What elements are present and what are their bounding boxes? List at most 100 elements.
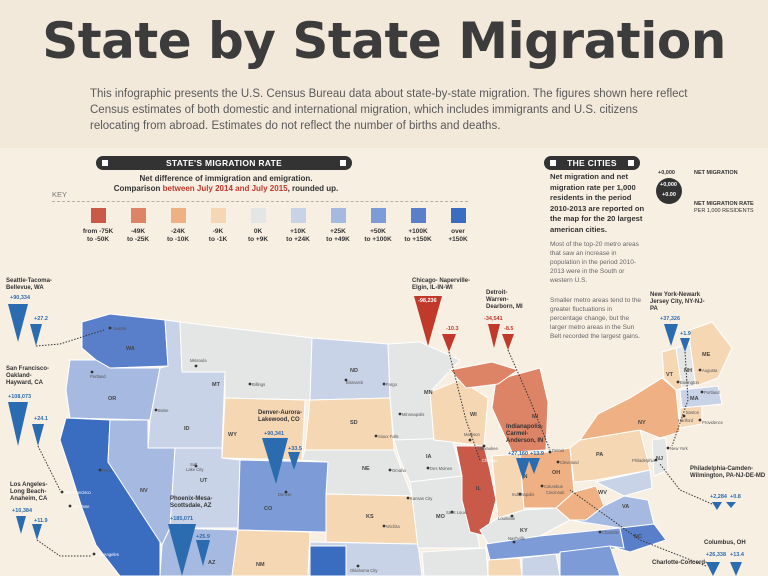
svg-text:Providence: Providence xyxy=(702,420,724,425)
svg-text:ID: ID xyxy=(184,426,190,432)
migration-rate-subtitle: Net difference of immigration and emigra… xyxy=(96,174,356,194)
svg-text:PA: PA xyxy=(596,452,603,458)
key-swatch-label: +100K to +150K xyxy=(404,228,432,243)
metro-detroit-net: -34,541 xyxy=(484,316,503,322)
svg-text:NE: NE xyxy=(362,466,370,472)
svg-text:Nashville: Nashville xyxy=(508,536,526,541)
svg-text:Billings: Billings xyxy=(252,382,265,387)
metro-denver-rate: +33.5 xyxy=(288,446,302,452)
svg-text:NH: NH xyxy=(684,368,692,374)
key-swatch xyxy=(171,208,186,223)
metro-denver-name: Denver-Aurora-Lakewood, CO xyxy=(258,410,303,423)
metro-philadelphia-name: Philadelphia-Camden-Wilmington, PA-NJ-DE… xyxy=(690,466,766,479)
state-nj xyxy=(651,437,669,477)
migration-rate-heading: STATE'S MIGRATION RATE xyxy=(96,156,352,170)
metro-columbus-net: +26,338 xyxy=(706,552,727,558)
svg-text:Columbus: Columbus xyxy=(544,484,563,489)
cities-paragraph-1: Most of the top-20 metro areas that saw … xyxy=(550,241,639,284)
state-or xyxy=(65,359,161,421)
svg-text:Sioux Falls: Sioux Falls xyxy=(378,434,398,439)
metro-detroit-name: Detroit-Warren-Dearborn, MI xyxy=(486,290,523,310)
svg-text:NY: NY xyxy=(638,420,646,426)
svg-text:UT: UT xyxy=(200,478,208,484)
svg-text:Milwaukee: Milwaukee xyxy=(478,446,498,451)
rate-sub2-period: between July 2014 and July 2015 xyxy=(162,184,288,193)
metro-indianapolis-name: Indianapolis-Carmel-Anderson, IN xyxy=(506,424,544,444)
metro-la-net: +10,384 xyxy=(12,508,33,514)
key-swatch xyxy=(131,208,146,223)
svg-text:OR: OR xyxy=(108,396,116,402)
metro-sf-net: +108,073 xyxy=(8,394,32,400)
legend-rate-label-2: PER 1,000 RESIDENTS xyxy=(694,208,754,214)
metro-la-name: Los Angeles-Long Beach-Anaheim, CA xyxy=(10,482,48,502)
svg-text:Des Moines: Des Moines xyxy=(430,466,452,471)
key-swatch xyxy=(371,208,386,223)
key-divider xyxy=(52,201,468,202)
metro-phoenix-rate: +25.9 xyxy=(196,534,210,540)
state-ar xyxy=(421,547,489,576)
svg-text:WI: WI xyxy=(470,412,477,418)
key-swatch-label: -9K to -1K xyxy=(208,228,228,243)
intro-text: This infographic presents the U.S. Censu… xyxy=(90,88,688,132)
svg-text:IN: IN xyxy=(522,474,528,480)
svg-text:Los Angeles: Los Angeles xyxy=(96,552,119,557)
svg-text:Chicago: Chicago xyxy=(482,458,498,463)
svg-text:Portland: Portland xyxy=(90,374,106,379)
key-swatch xyxy=(331,208,346,223)
state-ms xyxy=(487,557,523,576)
key-swatch xyxy=(411,208,426,223)
key-swatch-label: +50K to +100K xyxy=(364,228,392,243)
svg-text:Philadelphia: Philadelphia xyxy=(632,458,655,463)
svg-text:Cleveland: Cleveland xyxy=(560,460,579,465)
metro-indianapolis-net: +27,160 xyxy=(508,451,529,457)
svg-text:WA: WA xyxy=(126,346,135,352)
metro-la-rate: +11.9 xyxy=(34,518,48,524)
metro-newyork-net: +37,326 xyxy=(660,316,681,322)
svg-text:KY: KY xyxy=(520,528,528,534)
svg-text:VA: VA xyxy=(622,504,629,510)
metro-sf-name: San Francisco-Oakland-Hayward, CA xyxy=(6,366,50,386)
svg-text:San Francisco: San Francisco xyxy=(64,490,91,495)
rate-sub2: Comparison between July 2014 and July 20… xyxy=(96,184,356,194)
svg-text:Augusta: Augusta xyxy=(702,368,718,373)
svg-text:NC: NC xyxy=(634,534,642,540)
metro-detroit-rate: -8.5 xyxy=(504,326,514,332)
svg-text:CO: CO xyxy=(264,506,273,512)
svg-text:Bismarck: Bismarck xyxy=(346,380,364,385)
svg-text:Cincinnati: Cincinnati xyxy=(546,490,564,495)
state-ga xyxy=(559,545,621,576)
svg-text:MT: MT xyxy=(212,382,221,388)
svg-text:Missoula: Missoula xyxy=(190,358,207,363)
svg-text:Portland: Portland xyxy=(704,390,720,395)
metro-seattle-rate: +27.2 xyxy=(34,316,48,322)
svg-text:MO: MO xyxy=(436,514,446,520)
svg-text:San Jose: San Jose xyxy=(72,504,90,509)
metro-phoenix-name: Phoenix-Mesa-Scottsdale, AZ xyxy=(170,496,213,509)
svg-text:Oklahoma City: Oklahoma City xyxy=(350,568,378,573)
svg-text:Minneapolis: Minneapolis xyxy=(402,412,424,417)
svg-text:Hartford: Hartford xyxy=(678,418,694,423)
svg-text:WV: WV xyxy=(598,490,607,496)
svg-text:Wichita: Wichita xyxy=(386,524,400,529)
state-va xyxy=(569,495,655,529)
metro-chicago-net: -98,236 xyxy=(418,298,437,304)
rate-sub2-pre: Comparison xyxy=(113,184,163,193)
svg-text:Omaha: Omaha xyxy=(392,468,406,473)
cities-heading: THE CITIES xyxy=(544,156,640,170)
key-swatch xyxy=(291,208,306,223)
svg-text:Detroit: Detroit xyxy=(552,448,565,453)
state-me xyxy=(689,321,733,387)
metro-philadelphia-rate: +0.8 xyxy=(730,494,741,500)
metro-phoenix-net: +185,071 xyxy=(170,516,194,522)
state-mi-up xyxy=(449,361,520,389)
svg-text:MA: MA xyxy=(690,396,699,402)
cities-description: Net migration and net migration rate per… xyxy=(550,172,645,234)
metro-chicago-name: Chicago- Naperville-Elgin, IL-IN-WI xyxy=(412,278,471,291)
svg-text:OH: OH xyxy=(552,470,560,476)
state-wa xyxy=(81,313,169,369)
key-swatch-label: -49K to -25K xyxy=(126,228,150,243)
state-ma xyxy=(679,385,723,409)
state-vt xyxy=(661,347,683,391)
